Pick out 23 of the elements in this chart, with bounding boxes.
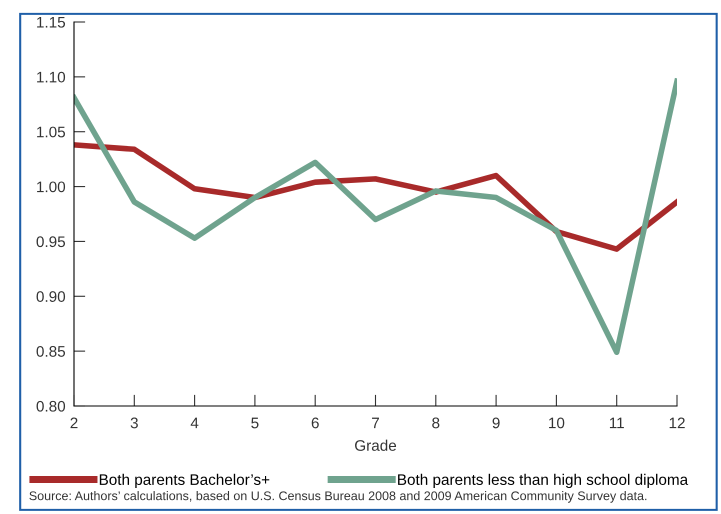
x-tick-label: 10	[549, 418, 564, 428]
y-tick-label: 0.85	[36, 346, 66, 357]
x-tick-label: 2	[70, 418, 78, 428]
y-tick-label: 1.05	[37, 126, 66, 138]
x-tick-label: 6	[312, 418, 319, 428]
y-tick-label: 1.00	[37, 181, 66, 192]
y-tick-label: 1.10	[37, 72, 66, 83]
source-note: Source: Authors’ calculations, based on U.S. Census Bureau 2008 and 2009 American Community Survey data.	[29, 491, 646, 503]
x-tick-label: 11	[610, 418, 624, 428]
legend-label: Both parents less than high school diploma	[398, 474, 688, 488]
x-tick-label: 9	[492, 418, 500, 428]
x-tick-label: 8	[432, 418, 440, 428]
y-tick-label: 1.15	[37, 17, 66, 28]
x-tick-label: 7	[372, 418, 379, 428]
x-tick-label: 12	[670, 418, 685, 428]
x-axis-title: Grade	[355, 440, 396, 451]
x-tick-label: 5	[251, 418, 259, 428]
x-tick-label: 4	[190, 418, 198, 428]
legend-label: Both parents Bachelor’s+	[100, 474, 270, 488]
y-tick-label: 0.90	[36, 291, 66, 302]
y-tick-label: 0.80	[36, 400, 66, 412]
y-tick-label: 0.95	[36, 236, 66, 248]
x-tick-label: 3	[130, 418, 138, 428]
